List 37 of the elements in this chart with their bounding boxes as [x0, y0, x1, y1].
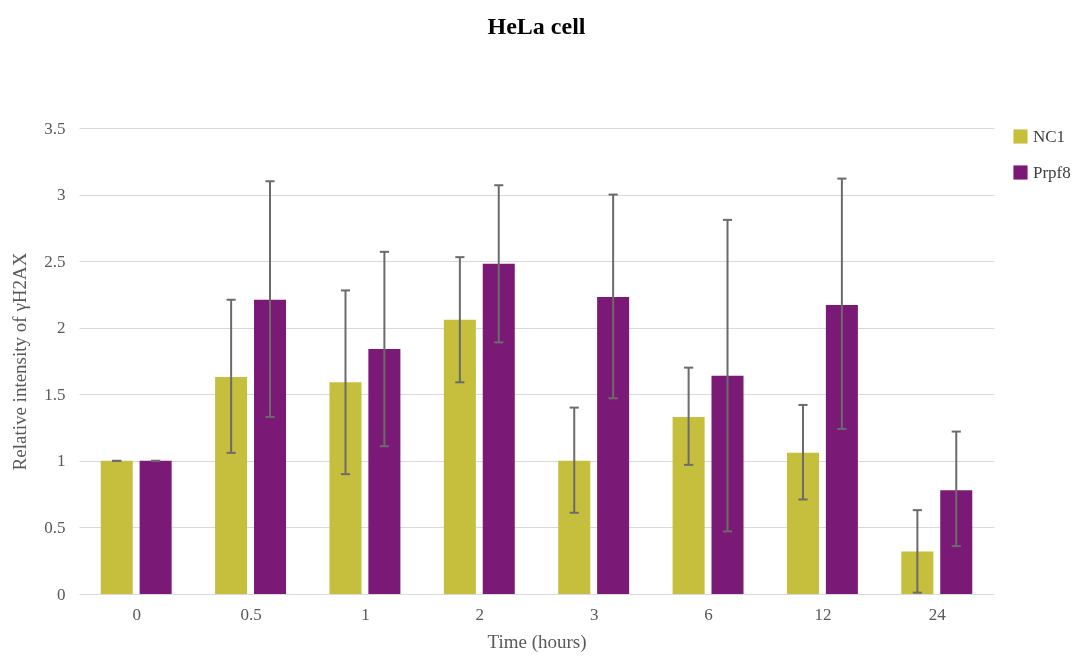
bar	[672, 416, 705, 594]
x-tick-label: 1	[361, 604, 370, 624]
bar	[597, 297, 630, 594]
bar	[940, 490, 973, 594]
bar	[901, 551, 934, 594]
y-tick-label: 2.5	[44, 251, 66, 271]
bar	[215, 376, 248, 594]
y-tick-label: 3.5	[44, 118, 66, 138]
bar	[558, 460, 591, 594]
bar	[711, 375, 744, 594]
x-axis-title: Time (hours)	[487, 630, 587, 653]
chart-title: HeLa cell	[487, 13, 586, 39]
x-tick-label: 12	[814, 604, 832, 624]
y-tick-label: 0.5	[44, 517, 66, 537]
y-tick-label: 2	[57, 318, 66, 338]
y-axis-title: Relative intensity of γH2AX	[9, 252, 31, 471]
legend-label: NC1	[1033, 126, 1066, 146]
x-tick-label: 3	[589, 604, 599, 624]
x-tick-label: 0.5	[240, 604, 262, 624]
y-tick-label: 1.5	[44, 384, 66, 404]
x-tick-label: 24	[928, 604, 947, 624]
bar	[139, 460, 172, 594]
x-tick-label: 6	[704, 604, 713, 624]
x-tick-label: 0	[132, 604, 141, 624]
y-tick-label: 0	[57, 584, 66, 604]
bar	[482, 263, 515, 594]
y-tick-label: 1	[57, 451, 66, 471]
legend-label: Prpf8	[1033, 162, 1071, 182]
bar	[100, 460, 133, 594]
bar	[253, 299, 287, 594]
bar	[443, 319, 476, 594]
y-tick-label: 3	[57, 185, 66, 205]
x-tick-label: 2	[475, 604, 485, 624]
bar	[825, 305, 858, 594]
bar	[329, 382, 362, 594]
bar	[786, 452, 820, 594]
bar	[368, 349, 401, 594]
